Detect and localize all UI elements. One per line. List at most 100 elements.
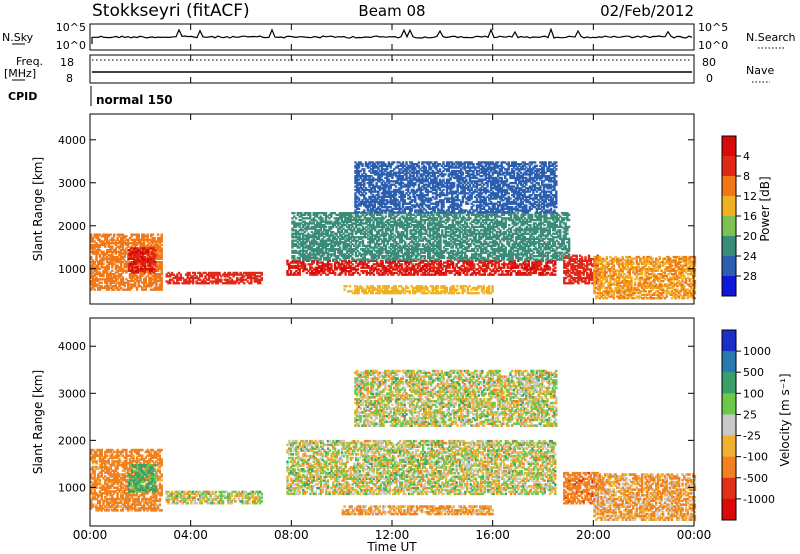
heatmap-cell — [95, 233, 98, 236]
heatmap-cell — [135, 286, 139, 290]
heatmap-cell — [156, 238, 160, 241]
heatmap-cell — [125, 238, 128, 241]
heatmap-cell — [105, 261, 109, 264]
heatmap-cell — [107, 242, 110, 245]
heatmap-cell — [139, 285, 142, 288]
heatmap-cell — [114, 271, 118, 274]
heatmap-cell — [160, 236, 163, 240]
heatmap-cell — [112, 250, 116, 253]
heatmap-cell — [116, 264, 119, 267]
heatmap-cell — [119, 240, 123, 243]
heatmap-cell — [95, 249, 98, 252]
heatmap-cell — [132, 238, 135, 241]
heatmap-cell — [97, 262, 100, 265]
heatmap-cell — [146, 271, 149, 274]
heatmap-cell — [109, 271, 112, 274]
heatmap-cell — [121, 257, 125, 260]
heatmap-cell — [137, 285, 140, 288]
heatmap-cell — [142, 238, 146, 241]
heatmap-cell — [158, 254, 162, 257]
heatmap-cell — [111, 264, 114, 267]
heatmap-cell — [156, 247, 160, 250]
heatmap-cell — [142, 288, 146, 291]
heatmap-cell — [111, 254, 114, 257]
heatmap-cell — [139, 276, 142, 279]
heatmap-cell — [109, 247, 112, 250]
heatmap-cell — [156, 269, 160, 272]
heatmap-cell — [130, 238, 133, 241]
heatmap-cell — [98, 238, 102, 241]
heatmap-cell — [127, 269, 131, 272]
heatmap-cell — [361, 239, 365, 242]
heatmap-cell — [144, 238, 147, 241]
heatmap-cell — [97, 249, 100, 252]
heatmap-cell — [95, 271, 98, 274]
heatmap-cell — [146, 238, 149, 241]
heatmap-cell — [100, 252, 103, 255]
heatmap-cell — [372, 273, 375, 276]
heatmap-cell — [132, 285, 135, 288]
heatmap-cell — [142, 278, 146, 281]
heatmap-cell — [156, 257, 160, 260]
heatmap-cell — [125, 250, 128, 253]
heatmap-cell — [114, 261, 118, 264]
heatmap-cell — [151, 288, 155, 291]
heatmap-cell — [141, 242, 144, 245]
heatmap-cell — [448, 217, 451, 220]
heatmap-cell — [155, 283, 158, 286]
heatmap-cell — [105, 278, 109, 281]
heatmap-cell — [111, 245, 114, 248]
heatmap-cell — [119, 264, 123, 267]
heatmap-cell — [91, 249, 95, 252]
heatmap-cell — [104, 285, 107, 288]
heatmap-cell — [127, 243, 130, 247]
heatmap-cell — [130, 278, 133, 281]
heatmap-cell — [127, 255, 130, 259]
heatmap-cell — [394, 285, 397, 288]
heatmap-cell — [158, 262, 162, 265]
heatmap-cell — [142, 245, 146, 248]
heatmap-cell — [125, 264, 128, 267]
heatmap-cell — [135, 274, 139, 278]
heatmap-cell — [109, 273, 112, 276]
heatmap-cell — [151, 264, 155, 267]
heatmap-cell — [149, 283, 153, 286]
heatmap-cell — [112, 242, 116, 245]
heatmap-cell — [134, 281, 137, 284]
heatmap-cell — [324, 225, 328, 229]
heatmap-cell — [141, 271, 144, 274]
heatmap-cell — [127, 283, 130, 286]
heatmap-cell — [109, 281, 112, 284]
heatmap-cell — [119, 255, 123, 259]
heatmap-cell — [160, 262, 163, 265]
heatmap-cell — [102, 273, 105, 276]
heatmap-cell — [105, 257, 109, 260]
heatmap-cell — [105, 238, 109, 241]
heatmap-cell — [116, 271, 119, 274]
heatmap-cell — [90, 257, 93, 260]
heatmap-cell — [303, 263, 307, 266]
heatmap-cell — [343, 288, 346, 291]
heatmap-cell — [112, 249, 116, 252]
heatmap-cell — [100, 235, 103, 238]
heatmap-cell — [153, 286, 156, 290]
heatmap-cell — [119, 254, 123, 257]
heatmap-cell — [345, 285, 348, 288]
heatmap-cell — [530, 213, 534, 216]
heatmap-cell — [148, 278, 151, 281]
heatmap-cell — [146, 233, 149, 236]
heatmap-cell — [97, 266, 100, 269]
nsearch-tick-high: 10^5 — [698, 21, 728, 34]
heatmap-cell — [112, 279, 116, 283]
heatmap-cell — [155, 266, 158, 269]
heatmap-cell — [465, 222, 469, 225]
heatmap-cell — [148, 281, 151, 284]
heatmap-cell — [137, 276, 140, 279]
heatmap-cell — [114, 266, 118, 269]
heatmap-cell — [90, 238, 93, 241]
heatmap-cell — [436, 285, 440, 288]
heatmap-cell — [91, 285, 95, 288]
heatmap-cell — [116, 236, 119, 240]
heatmap-cell — [114, 243, 118, 247]
heatmap-cell — [516, 212, 520, 215]
